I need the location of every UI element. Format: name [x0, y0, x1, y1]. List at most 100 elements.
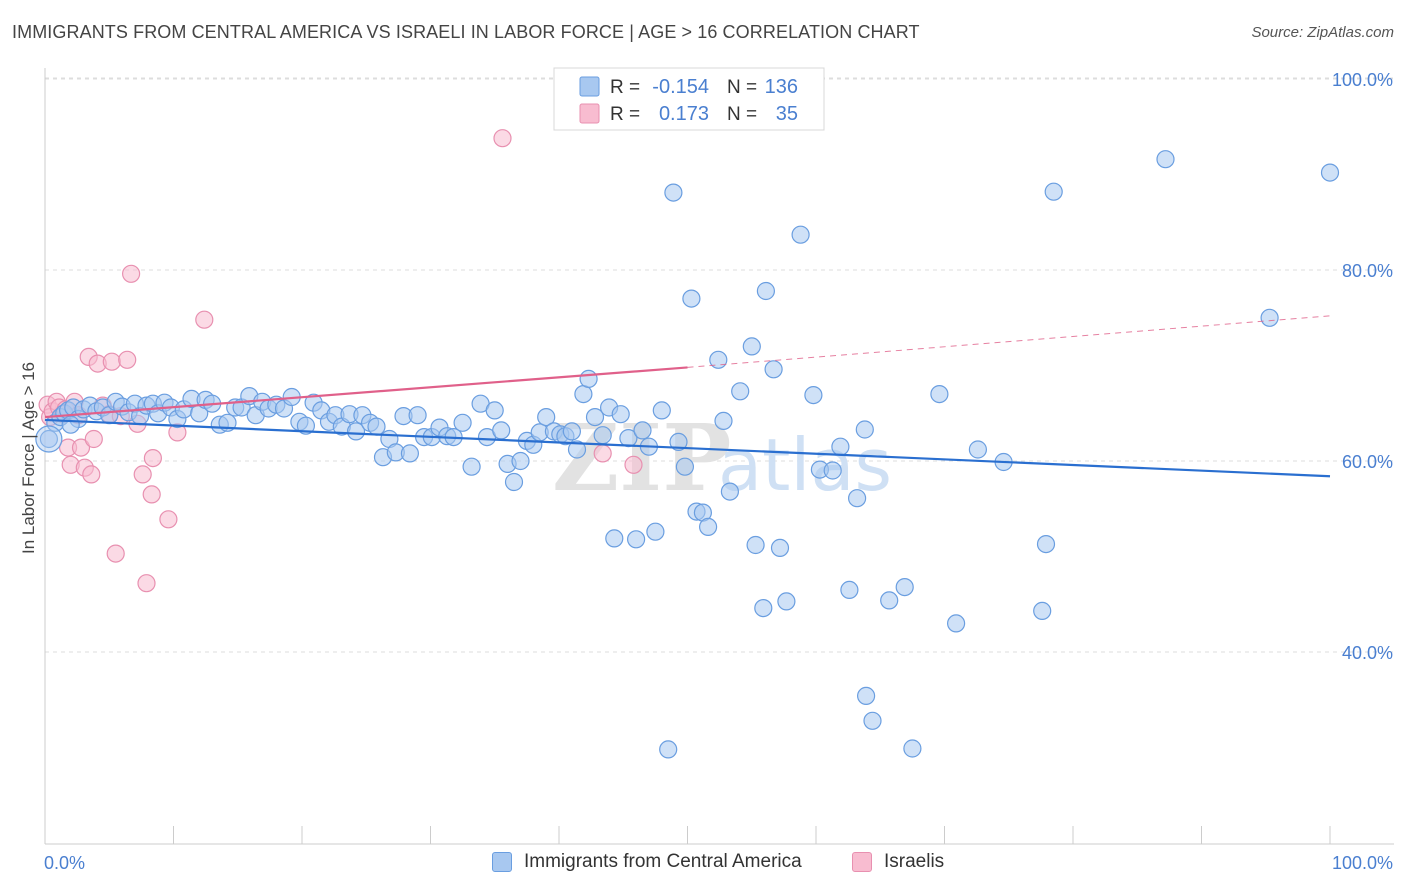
- central-america-point: [855, 420, 874, 439]
- legend-label-central-america: Immigrants from Central America: [524, 851, 802, 872]
- legend-item-israelis[interactable]: Israelis: [852, 851, 944, 873]
- central-america-point: [804, 386, 823, 405]
- central-america-point: [408, 406, 427, 425]
- central-america-point: [652, 401, 671, 420]
- legend-n-label: N =: [727, 104, 757, 125]
- central-america-point: [504, 472, 524, 492]
- y-tick-label: 80.0%: [1342, 261, 1393, 281]
- central-america-point: [61, 415, 80, 434]
- axes: [44, 68, 1394, 845]
- israelis-point: [593, 444, 612, 463]
- central-america-point: [593, 426, 612, 445]
- central-america-point: [669, 432, 688, 451]
- legend-label-israelis: Israelis: [884, 851, 945, 872]
- x-tick-label-max: 100.0%: [1332, 853, 1393, 873]
- legend-r-value: 0.173: [659, 103, 709, 125]
- central-america-point: [1320, 163, 1340, 182]
- legend-r-label: R =: [610, 77, 640, 98]
- tick-labels: 40.0% 60.0% 80.0% 100.0% 0.0% 100.0%: [44, 70, 1393, 873]
- israelis-points: [38, 129, 643, 593]
- central-america-point: [400, 444, 419, 463]
- central-america-point: [764, 360, 783, 379]
- central-america-point: [714, 411, 733, 430]
- central-america-point: [831, 437, 850, 456]
- central-america-point: [895, 577, 914, 597]
- central-america-point: [296, 416, 315, 435]
- central-america-point: [633, 421, 652, 440]
- central-america-point: [682, 289, 701, 308]
- central-america-point: [756, 281, 776, 301]
- y-tick-label: 60.0%: [1342, 452, 1393, 472]
- central-america-point: [1033, 601, 1052, 621]
- central-america-point: [847, 489, 867, 508]
- central-america-point: [574, 385, 593, 404]
- central-america-point: [453, 413, 472, 432]
- central-america-point: [863, 711, 882, 730]
- chart-title: IMMIGRANTS FROM CENTRAL AMERICA VS ISRAE…: [12, 22, 920, 42]
- central-america-point: [698, 517, 718, 537]
- central-america-point: [511, 451, 530, 471]
- israelis-point: [118, 350, 137, 369]
- legend-r-value: -0.154: [652, 76, 709, 98]
- israelis-point: [122, 264, 141, 283]
- central-america-point: [720, 482, 740, 501]
- central-america-point: [585, 408, 605, 427]
- central-america-point: [492, 421, 511, 440]
- israelis-point: [137, 574, 156, 593]
- central-america-point: [777, 592, 796, 611]
- central-america-point: [856, 686, 876, 706]
- central-america-cluster-point: [35, 425, 63, 453]
- central-america-point: [367, 417, 386, 436]
- central-america-point: [462, 457, 481, 476]
- y-tick-label: 40.0%: [1342, 643, 1393, 663]
- central-america-point: [754, 598, 773, 618]
- israelis-point: [84, 429, 103, 449]
- central-america-point: [611, 405, 630, 424]
- central-america-point: [1156, 150, 1175, 169]
- central-america-point: [567, 440, 587, 459]
- central-america-point: [537, 408, 556, 427]
- central-america-point: [626, 530, 646, 549]
- legend-item-central-america[interactable]: Immigrants from Central America: [492, 851, 802, 873]
- central-america-point: [823, 461, 842, 480]
- israelis-point: [102, 352, 121, 371]
- central-america-point: [709, 350, 728, 369]
- y-axis-label-group: In Labor Force | Age > 16: [19, 362, 38, 554]
- central-america-point: [903, 739, 922, 758]
- central-america-point: [880, 591, 899, 610]
- central-america-point: [675, 457, 695, 476]
- legend-swatch: [579, 103, 600, 124]
- central-america-point: [791, 225, 810, 244]
- central-america-point: [579, 369, 598, 388]
- legend-n-value: 136: [765, 76, 798, 98]
- central-america-point: [1036, 534, 1056, 554]
- trend-line-israelis: [44, 366, 688, 419]
- y-axis-label: In Labor Force | Age > 16: [19, 362, 38, 554]
- central-america-point: [664, 183, 683, 202]
- israelis-point: [82, 465, 101, 484]
- y-tick-label: 100.0%: [1332, 70, 1393, 90]
- central-america-point: [770, 538, 790, 558]
- central-america-point: [39, 429, 59, 449]
- central-america-point: [946, 614, 966, 633]
- central-america-point: [485, 401, 504, 420]
- central-america-point: [1260, 308, 1279, 327]
- source-label: Source: ZipAtlas.com: [1251, 24, 1394, 41]
- central-america-point: [659, 740, 678, 759]
- central-america-point: [731, 382, 750, 401]
- israelis-point: [493, 129, 512, 148]
- israelis-point: [195, 310, 214, 329]
- legend-swatch-blue: [492, 852, 512, 872]
- trend-line-israelis-extension: [687, 315, 1331, 368]
- correlation-legend: R = -0.154 N = 136 R = 0.173 N = 35: [553, 67, 825, 131]
- central-america-point: [840, 580, 859, 600]
- legend-n-label: N =: [727, 77, 757, 98]
- israelis-point: [143, 449, 162, 468]
- israelis-point: [106, 544, 125, 563]
- series-legend: Immigrants from Central America Israelis: [0, 851, 1406, 877]
- trend-lines: [44, 315, 1331, 478]
- central-america-point: [742, 337, 761, 356]
- central-america-point: [968, 440, 988, 459]
- central-america-point: [746, 535, 765, 555]
